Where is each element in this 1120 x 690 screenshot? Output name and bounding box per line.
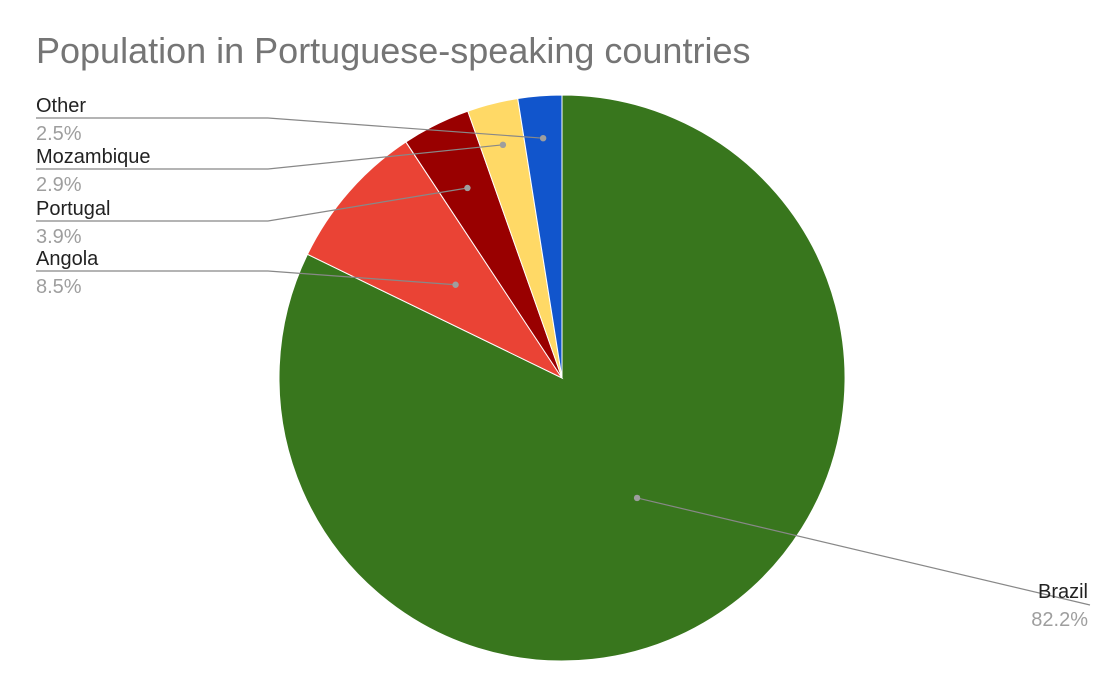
leader-lines	[36, 117, 1091, 606]
pie-slice-angola	[306, 141, 564, 380]
chart-title: Population in Portuguese-speaking countr…	[36, 30, 751, 71]
leader-line-brazil	[636, 497, 1091, 606]
pie-slices	[278, 94, 846, 662]
slice-percent-other: 2.5%	[36, 123, 82, 145]
pie-slice-other	[517, 94, 563, 379]
slice-label-brazil: Brazil	[1038, 581, 1088, 603]
leader-dot-other	[539, 134, 547, 142]
slice-percent-brazil: 82.2%	[1031, 609, 1088, 631]
leader-line-mozambique	[36, 144, 503, 170]
leader-dot-brazil	[633, 494, 641, 502]
slice-percent-mozambique: 2.9%	[36, 174, 82, 196]
leader-dot-angola	[452, 281, 459, 288]
leader-dot-portugal	[464, 184, 471, 192]
slice-label-other: Other	[36, 95, 86, 117]
slice-label-portugal: Portugal	[36, 198, 111, 220]
leader-line-other	[36, 117, 544, 139]
slice-label-mozambique: Mozambique	[36, 146, 151, 168]
slice-labels: Brazil 82.2% Angola 8.5% Portugal 3.9% Mozambi…	[36, 95, 1088, 631]
slice-percent-angola: 8.5%	[36, 276, 82, 298]
leader-line-portugal	[36, 187, 468, 222]
slice-percent-portugal: 3.9%	[36, 226, 82, 248]
slice-label-angola: Angola	[36, 248, 99, 270]
leader-line-angola	[36, 270, 456, 286]
leader-dot-mozambique	[499, 141, 507, 149]
